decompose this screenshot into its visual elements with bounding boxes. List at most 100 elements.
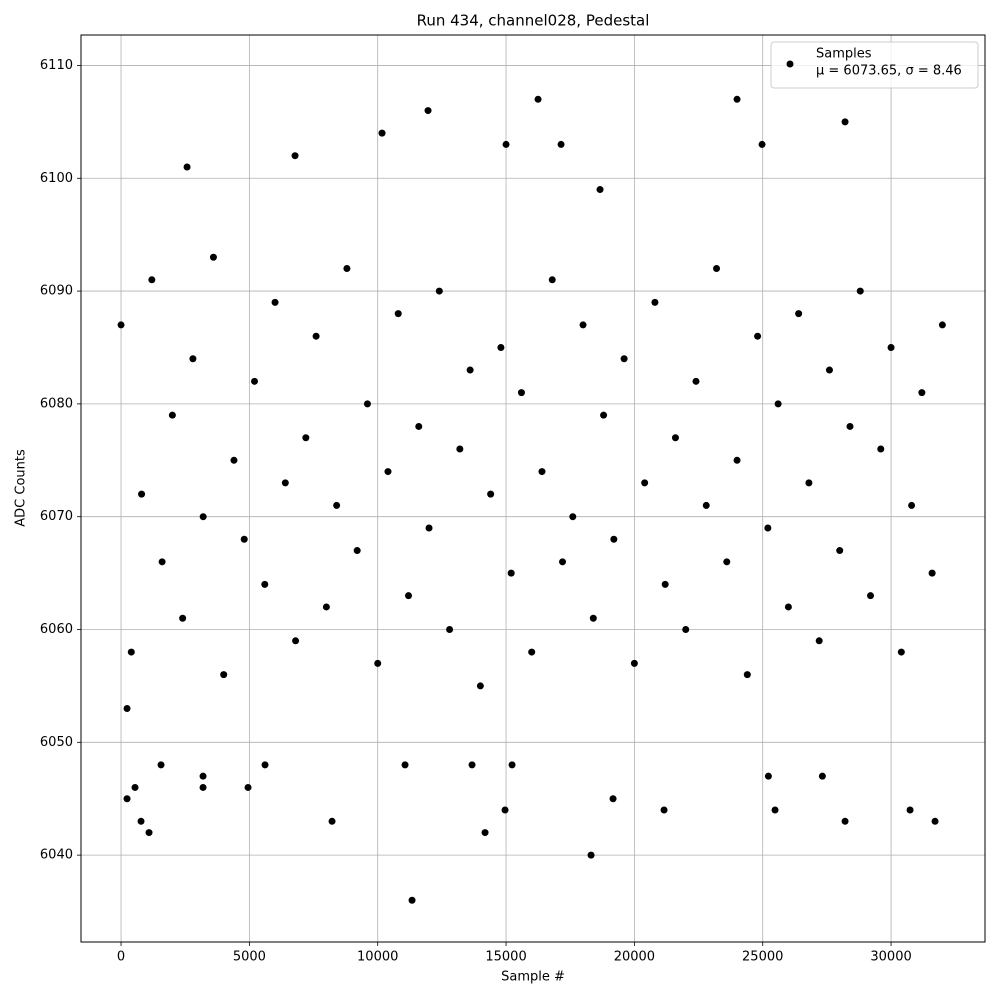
point bbox=[138, 490, 146, 498]
legend-marker bbox=[786, 60, 794, 68]
point bbox=[408, 896, 416, 904]
point bbox=[209, 253, 217, 261]
point bbox=[199, 772, 207, 780]
point bbox=[378, 129, 386, 137]
point bbox=[758, 140, 766, 148]
point bbox=[251, 377, 259, 385]
y-tick-label: 6090 bbox=[40, 284, 73, 299]
point bbox=[394, 310, 402, 318]
point bbox=[507, 569, 515, 577]
point bbox=[887, 343, 895, 351]
x-tick-label: 25000 bbox=[742, 950, 783, 965]
chart-title: Run 434, channel028, Pedestal bbox=[417, 12, 650, 30]
point bbox=[836, 547, 844, 555]
point bbox=[538, 468, 546, 476]
plot-frame bbox=[80, 34, 986, 943]
point bbox=[517, 389, 525, 397]
y-tick-label: 6110 bbox=[40, 58, 73, 73]
x-axis-label: Sample # bbox=[501, 970, 565, 985]
point bbox=[446, 626, 454, 634]
point bbox=[405, 592, 413, 600]
point bbox=[918, 389, 926, 397]
point bbox=[733, 456, 741, 464]
point bbox=[401, 761, 409, 769]
point bbox=[692, 377, 700, 385]
point bbox=[292, 637, 300, 645]
point bbox=[931, 817, 939, 825]
point bbox=[651, 298, 659, 306]
point bbox=[630, 659, 638, 667]
point bbox=[333, 501, 341, 509]
point bbox=[145, 829, 153, 837]
point bbox=[508, 761, 516, 769]
point bbox=[261, 580, 269, 588]
point bbox=[131, 783, 139, 791]
point bbox=[374, 659, 382, 667]
point bbox=[856, 287, 864, 295]
point bbox=[825, 366, 833, 374]
point bbox=[559, 558, 567, 566]
x-tick-label: 15000 bbox=[485, 950, 526, 965]
point bbox=[908, 501, 916, 509]
point bbox=[723, 558, 731, 566]
point bbox=[168, 411, 176, 419]
point bbox=[481, 829, 489, 837]
legend-annotation: μ = 6073.65, σ = 8.46 bbox=[816, 64, 962, 79]
point bbox=[906, 806, 914, 814]
point bbox=[841, 118, 849, 126]
legend-box bbox=[770, 41, 979, 89]
y-tick-label: 6050 bbox=[40, 735, 73, 750]
x-tick-label: 5000 bbox=[233, 950, 266, 965]
point bbox=[610, 535, 618, 543]
point bbox=[199, 513, 207, 521]
y-tick-label: 6080 bbox=[40, 396, 73, 411]
points bbox=[117, 95, 946, 904]
point bbox=[771, 806, 779, 814]
point bbox=[425, 524, 433, 532]
point bbox=[713, 265, 721, 273]
point bbox=[312, 332, 320, 340]
point bbox=[764, 772, 772, 780]
point bbox=[497, 343, 505, 351]
point bbox=[743, 671, 751, 679]
point bbox=[867, 592, 875, 600]
point bbox=[424, 107, 432, 115]
point bbox=[189, 355, 197, 363]
point bbox=[534, 95, 542, 103]
point bbox=[609, 795, 617, 803]
point bbox=[502, 140, 510, 148]
point bbox=[322, 603, 330, 611]
point bbox=[596, 186, 604, 194]
x-tick-label: 10000 bbox=[357, 950, 398, 965]
point bbox=[569, 513, 577, 521]
point bbox=[557, 140, 565, 148]
point bbox=[846, 422, 854, 430]
point bbox=[589, 614, 597, 622]
point bbox=[805, 479, 813, 487]
point bbox=[815, 637, 823, 645]
point bbox=[661, 580, 669, 588]
point bbox=[261, 761, 269, 769]
point bbox=[179, 614, 187, 622]
point bbox=[671, 434, 679, 442]
point bbox=[897, 648, 905, 656]
point bbox=[660, 806, 668, 814]
point bbox=[641, 479, 649, 487]
point bbox=[157, 761, 165, 769]
point bbox=[343, 265, 351, 273]
point bbox=[620, 355, 628, 363]
y-tick-label: 6100 bbox=[40, 171, 73, 186]
point bbox=[123, 795, 131, 803]
legend-label: Samples bbox=[816, 47, 872, 62]
point bbox=[328, 817, 336, 825]
point bbox=[244, 783, 252, 791]
point bbox=[123, 704, 131, 712]
point bbox=[702, 501, 710, 509]
y-tick-label: 6070 bbox=[40, 509, 73, 524]
point bbox=[291, 152, 299, 160]
x-tick-label: 20000 bbox=[614, 950, 655, 965]
point bbox=[415, 422, 423, 430]
point bbox=[764, 524, 772, 532]
point bbox=[579, 321, 587, 329]
point bbox=[528, 648, 536, 656]
